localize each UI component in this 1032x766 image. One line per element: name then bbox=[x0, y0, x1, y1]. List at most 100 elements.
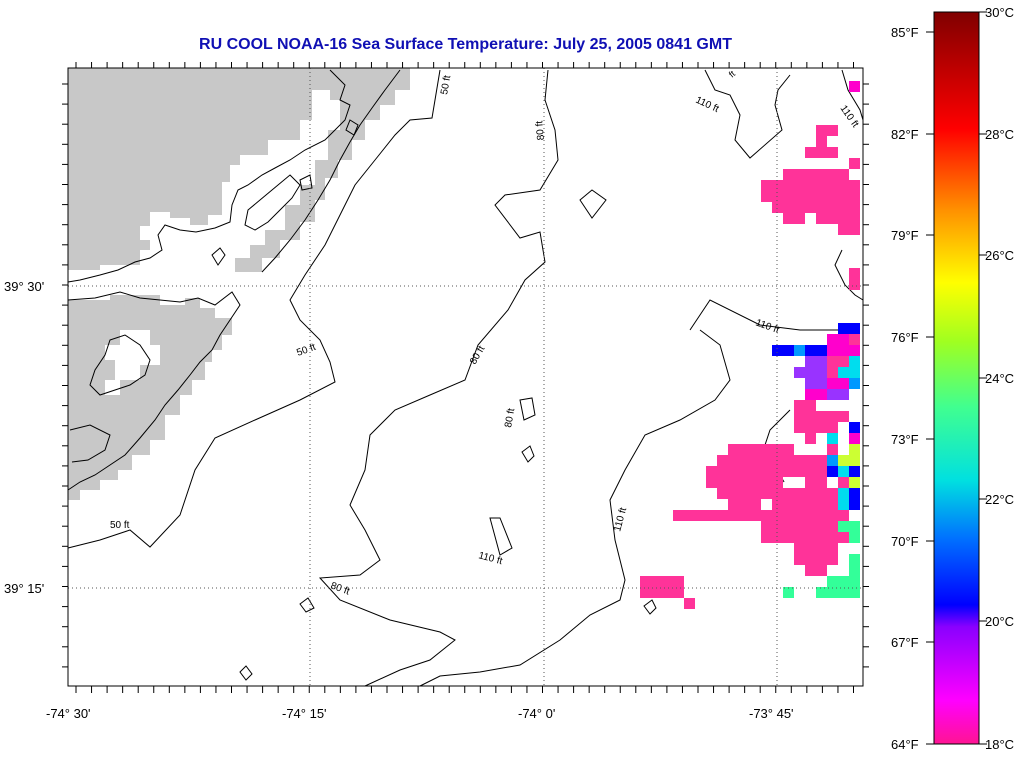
sst-pixels bbox=[640, 81, 860, 609]
fahrenheit-label: 82°F bbox=[891, 127, 919, 142]
sst-pixel bbox=[794, 554, 805, 565]
sst-pixel bbox=[805, 554, 816, 565]
sst-pixel bbox=[728, 499, 739, 510]
lon-tick-label: -74° 30' bbox=[46, 706, 91, 721]
sst-pixel bbox=[794, 411, 805, 422]
sst-pixel bbox=[750, 444, 761, 455]
sst-pixel bbox=[816, 422, 827, 433]
sst-pixel bbox=[849, 334, 860, 345]
sst-pixel bbox=[838, 488, 849, 499]
sst-pixel bbox=[849, 81, 860, 92]
sst-pixel bbox=[783, 191, 794, 202]
sst-pixel bbox=[849, 477, 860, 488]
sst-pixel bbox=[673, 576, 684, 587]
contour-label: 80 ft bbox=[534, 120, 547, 141]
fahrenheit-label: 76°F bbox=[891, 330, 919, 345]
axis-labels: 39° 30' 39° 15' -74° 30' -74° 15' -74° 0… bbox=[4, 279, 794, 721]
sst-pixel bbox=[783, 345, 794, 356]
lat-tick-label: 39° 30' bbox=[4, 279, 44, 294]
map-grid bbox=[68, 68, 863, 686]
sst-pixel bbox=[750, 455, 761, 466]
sst-pixel bbox=[761, 191, 772, 202]
sst-pixel bbox=[849, 202, 860, 213]
sst-pixel bbox=[794, 521, 805, 532]
sst-pixel bbox=[827, 202, 838, 213]
sst-pixel bbox=[783, 532, 794, 543]
sst-pixel bbox=[728, 488, 739, 499]
sst-pixel bbox=[827, 334, 838, 345]
sst-pixel bbox=[651, 576, 662, 587]
sst-pixel bbox=[805, 345, 816, 356]
sst-pixel bbox=[838, 587, 849, 598]
sst-pixel bbox=[728, 477, 739, 488]
sst-pixel bbox=[849, 323, 860, 334]
sst-pixel bbox=[838, 367, 849, 378]
sst-pixel bbox=[728, 455, 739, 466]
celsius-label: 18°C bbox=[985, 737, 1014, 752]
sst-pixel bbox=[827, 532, 838, 543]
sst-pixel bbox=[717, 488, 728, 499]
sst-pixel bbox=[827, 510, 838, 521]
colorbar-labels: 85°F 82°F 79°F 76°F 73°F 70°F 67°F 64°F … bbox=[891, 5, 1014, 752]
land-mass bbox=[68, 68, 330, 270]
sst-pixel bbox=[761, 488, 772, 499]
sst-pixel bbox=[739, 455, 750, 466]
sst-pixel bbox=[838, 532, 849, 543]
bay-water bbox=[105, 330, 160, 395]
sst-pixel bbox=[849, 224, 860, 235]
sst-pixel bbox=[849, 356, 860, 367]
sst-pixel bbox=[772, 521, 783, 532]
sst-pixel bbox=[849, 587, 860, 598]
sst-pixel bbox=[816, 488, 827, 499]
sst-pixel bbox=[816, 169, 827, 180]
sst-pixel bbox=[783, 466, 794, 477]
sst-pixel bbox=[816, 125, 827, 136]
sst-pixel bbox=[849, 488, 860, 499]
sst-pixel bbox=[816, 543, 827, 554]
sst-pixel bbox=[849, 532, 860, 543]
sst-pixel bbox=[717, 510, 728, 521]
coastline bbox=[67, 69, 401, 491]
sst-pixel bbox=[805, 202, 816, 213]
sst-pixel bbox=[827, 411, 838, 422]
sst-pixel bbox=[838, 191, 849, 202]
sst-pixel bbox=[717, 466, 728, 477]
sst-pixel bbox=[794, 543, 805, 554]
sst-pixel bbox=[761, 180, 772, 191]
sst-pixel bbox=[849, 554, 860, 565]
sst-pixel bbox=[761, 532, 772, 543]
sst-pixel bbox=[816, 455, 827, 466]
sst-pixel bbox=[816, 180, 827, 191]
colorbar-ticks bbox=[926, 11, 987, 745]
colorbar bbox=[933, 11, 980, 745]
sst-pixel bbox=[827, 554, 838, 565]
sst-pixel bbox=[761, 477, 772, 488]
sst-pixel bbox=[816, 136, 827, 147]
sst-pixel bbox=[827, 466, 838, 477]
sst-pixel bbox=[816, 532, 827, 543]
sst-pixel bbox=[849, 433, 860, 444]
sst-pixel bbox=[772, 477, 783, 488]
sst-pixel bbox=[794, 422, 805, 433]
sst-pixel bbox=[805, 565, 816, 576]
sst-pixel bbox=[805, 499, 816, 510]
sst-pixel bbox=[772, 532, 783, 543]
land-mass-barrier bbox=[235, 68, 410, 272]
sst-pixel bbox=[827, 499, 838, 510]
sst-pixel bbox=[827, 345, 838, 356]
sst-pixel bbox=[805, 411, 816, 422]
sst-pixel bbox=[816, 147, 827, 158]
sst-pixel bbox=[827, 444, 838, 455]
sst-pixel bbox=[816, 411, 827, 422]
bathymetry-contours bbox=[67, 69, 864, 687]
sst-pixel bbox=[816, 389, 827, 400]
fahrenheit-label: 73°F bbox=[891, 432, 919, 447]
contour-label: 50 ft bbox=[110, 520, 130, 531]
sst-pixel bbox=[739, 499, 750, 510]
celsius-label: 26°C bbox=[985, 248, 1014, 263]
sst-pixel bbox=[794, 191, 805, 202]
sst-pixel bbox=[794, 345, 805, 356]
sst-pixel bbox=[838, 455, 849, 466]
axis-ticks bbox=[62, 62, 869, 693]
